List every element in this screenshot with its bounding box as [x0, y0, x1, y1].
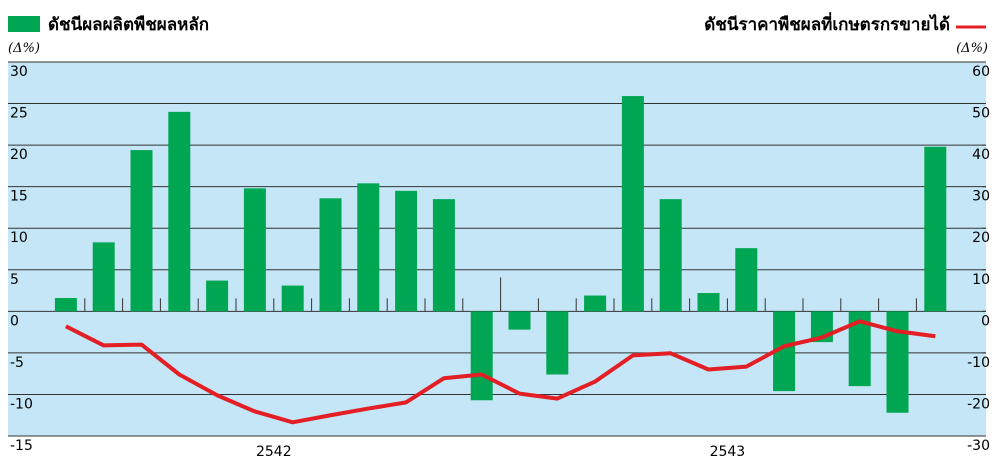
- bar: [848, 311, 871, 387]
- bar: [243, 188, 266, 312]
- y2-tick-label: 30: [972, 189, 990, 205]
- y2-tick-label: 20: [972, 230, 990, 246]
- y2-tick-label: -10: [967, 355, 990, 371]
- line: [64, 319, 936, 425]
- bar: [395, 190, 418, 312]
- y2-unit: (Δ%): [956, 41, 988, 56]
- plot-background: [8, 62, 986, 436]
- y-tick-label: -5: [10, 355, 24, 371]
- y2-tick-label: -20: [967, 396, 990, 412]
- bar: [924, 146, 947, 312]
- bar: [432, 199, 455, 312]
- y-tick-label: -15: [10, 438, 33, 454]
- bar: [621, 96, 644, 312]
- y-tick-label: 0: [10, 313, 19, 329]
- bar: [546, 311, 569, 375]
- bar: [92, 242, 115, 312]
- y2-tick-label: -30: [967, 438, 990, 454]
- bar: [319, 198, 342, 312]
- bar: [584, 295, 607, 312]
- y-tick-label: 25: [10, 106, 28, 122]
- bar-legend: ดัชนีผลผลิตพืชผลหลัก: [48, 14, 209, 35]
- y2-tick-label: 0: [981, 313, 990, 329]
- bar: [130, 150, 153, 312]
- bar: [357, 183, 380, 312]
- y-tick-label: 15: [10, 189, 28, 205]
- y2-tick-label: 10: [972, 272, 990, 288]
- bar: [206, 280, 229, 312]
- y-unit: (Δ%): [8, 41, 40, 56]
- y-tick-label: 20: [10, 147, 28, 163]
- bar: [168, 111, 191, 312]
- y2-tick-label: 40: [972, 147, 990, 163]
- x-group-label: 2542: [256, 444, 292, 460]
- bar: [281, 285, 304, 312]
- y-tick-label: -10: [10, 396, 33, 412]
- bar: [659, 199, 682, 312]
- y-tick-label: 10: [10, 230, 28, 246]
- x-group-label: 2543: [710, 444, 746, 460]
- line-legend: ดัชนีราคาพืชผลที่เกษตรกรขายได้: [704, 12, 950, 35]
- y2-tick-label: 60: [972, 64, 990, 80]
- bar: [470, 311, 493, 401]
- bar: [54, 298, 77, 312]
- y-tick-label: 30: [10, 64, 28, 80]
- bar: [508, 311, 531, 330]
- bar: [886, 311, 909, 413]
- bar: [773, 311, 796, 392]
- bar: [697, 293, 720, 312]
- bar-legend-swatch: [8, 16, 40, 32]
- y2-tick-label: 50: [972, 106, 990, 122]
- bar: [735, 248, 758, 312]
- y-tick-label: 5: [10, 272, 19, 288]
